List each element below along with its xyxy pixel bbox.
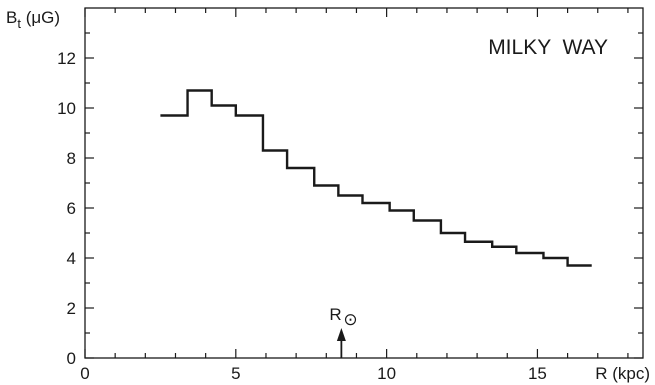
y-tick-label: 2: [67, 299, 76, 318]
x-axis-title: R (kpc): [595, 364, 650, 383]
x-tick-label: 0: [80, 364, 89, 383]
x-tick-label: 15: [528, 364, 547, 383]
chart-annotation: MILKY WAY: [488, 36, 608, 59]
y-axis-title: Bt (μG): [6, 8, 60, 31]
step-series-line: [160, 89, 592, 267]
x-tick-label: 10: [377, 364, 396, 383]
marker-label: R: [329, 305, 341, 324]
y-tick-label: 10: [57, 99, 76, 118]
marker-sun-symbol: ⊙: [343, 310, 357, 329]
plot-frame: [84, 7, 644, 359]
x-tick-label: 5: [231, 364, 240, 383]
y-tick-label: 12: [57, 49, 76, 68]
marker-arrow-head: [336, 328, 346, 341]
y-tick-label: 8: [67, 149, 76, 168]
y-tick-label: 4: [67, 249, 76, 268]
y-tick-label: 6: [67, 199, 76, 218]
y-tick-label: 0: [67, 349, 76, 368]
